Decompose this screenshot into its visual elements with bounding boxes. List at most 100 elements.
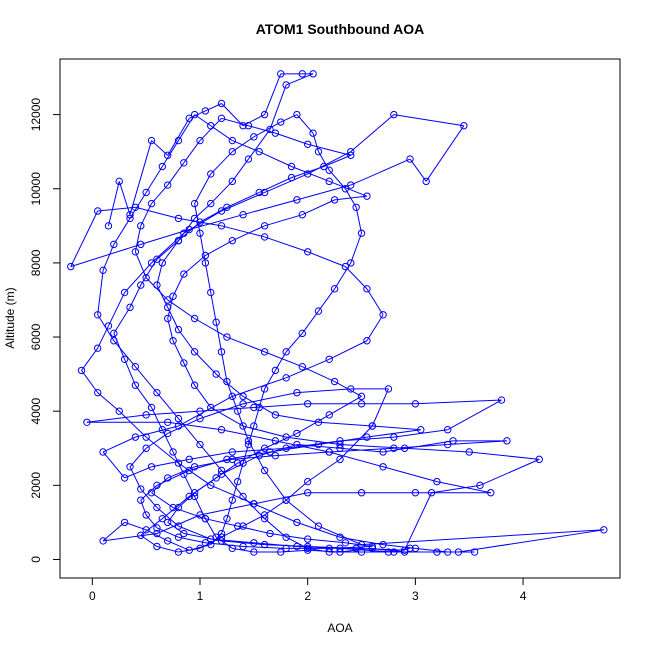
series-segment [221, 117, 249, 127]
series-segment [183, 140, 201, 164]
data-point [142, 411, 150, 419]
series-segment [102, 436, 136, 453]
data-point [379, 311, 387, 319]
series-segment [285, 73, 314, 86]
data-point [131, 248, 140, 256]
data-point [260, 466, 269, 475]
data-point [174, 214, 183, 223]
series-segment [151, 184, 169, 204]
series-segment [156, 262, 163, 286]
data-point [422, 177, 430, 186]
data-point [185, 546, 193, 554]
series-segment [350, 158, 411, 186]
data-point [303, 400, 312, 408]
data-point [228, 544, 237, 553]
series-segment [118, 410, 147, 438]
series-segment [264, 73, 282, 115]
series-segment [156, 240, 179, 260]
data-point [325, 355, 333, 363]
data-point [260, 511, 269, 519]
series-segment [366, 314, 384, 342]
x-axis: 0 1 2 3 4 [89, 577, 527, 603]
data-point [196, 511, 204, 519]
data-point [180, 359, 188, 367]
series-segment [291, 166, 325, 179]
data-point [325, 177, 333, 186]
series-segment [210, 125, 233, 141]
series-segment [307, 538, 346, 544]
data-point [163, 151, 172, 160]
series-segment [156, 284, 169, 308]
series-segment [140, 499, 147, 516]
data-point [443, 548, 452, 556]
series-segment [393, 429, 448, 438]
data-point [379, 448, 387, 456]
series-segment [296, 414, 330, 434]
data-point [320, 162, 328, 171]
data-point [153, 529, 161, 538]
data-point [336, 533, 344, 541]
series-segment [264, 518, 287, 538]
data-point [126, 463, 134, 471]
data-point [250, 422, 258, 430]
data-point [196, 136, 204, 145]
data-point [336, 544, 344, 553]
data-point [503, 437, 511, 445]
series-segment [264, 173, 308, 193]
series-segment [178, 536, 206, 544]
series-segment [361, 529, 604, 546]
series-segment [151, 458, 190, 468]
data-point [163, 314, 172, 323]
data-point [293, 440, 301, 449]
series-segment [259, 151, 292, 167]
data-point [250, 133, 258, 141]
data-point [347, 151, 355, 160]
data-point [357, 540, 366, 549]
data-point [217, 114, 226, 123]
data-point [180, 159, 188, 167]
data-point [137, 240, 145, 249]
series-segment [189, 451, 233, 460]
data-point [223, 333, 231, 341]
data-point [169, 292, 177, 300]
series-segment [194, 203, 201, 234]
series-segment [221, 540, 265, 546]
data-point [260, 514, 269, 523]
x-tick-label: 0 [89, 589, 96, 603]
data-point [384, 548, 393, 556]
series-segment [205, 542, 244, 547]
data-point [390, 433, 398, 441]
data-point [99, 537, 107, 545]
series-segment [221, 103, 244, 127]
series-segment [237, 525, 271, 535]
data-point [277, 70, 285, 78]
series-segment [242, 199, 298, 216]
data-point [282, 444, 290, 452]
data-point [282, 433, 290, 441]
series-segment [264, 214, 303, 227]
data-point [266, 448, 274, 456]
data-point [287, 173, 296, 182]
series-segment [404, 447, 470, 453]
data-point [180, 470, 188, 478]
data-point [228, 236, 237, 245]
y-tick-label: 8000 [29, 249, 43, 276]
data-point [163, 296, 172, 304]
series-segment [172, 507, 206, 520]
data-point [347, 147, 355, 156]
series-segment [156, 507, 179, 527]
data-point [93, 344, 102, 352]
series-segment [199, 117, 222, 141]
data-point [158, 426, 167, 434]
data-point [228, 455, 237, 464]
data-point [293, 518, 301, 527]
series-segment [145, 514, 158, 529]
data-point [196, 407, 204, 415]
data-point [233, 477, 242, 486]
series-segment [242, 425, 287, 438]
y-tick-label: 12000 [29, 98, 43, 132]
data-point [325, 448, 333, 456]
data-point [217, 537, 226, 545]
data-point [142, 444, 150, 452]
data-point [244, 155, 253, 163]
